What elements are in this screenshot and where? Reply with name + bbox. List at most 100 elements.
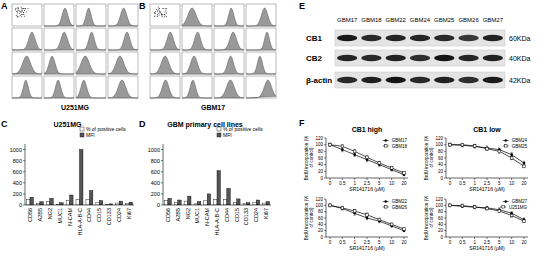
tick-label: 60 xyxy=(438,156,444,161)
error-bar xyxy=(378,218,380,221)
bar xyxy=(96,203,99,205)
flow-dot xyxy=(25,8,26,9)
y-axis xyxy=(326,199,327,237)
flow-dot xyxy=(161,14,162,15)
tick-label: 200 xyxy=(13,191,22,197)
flow-dot xyxy=(164,16,165,17)
point xyxy=(486,207,489,210)
flow-dot xyxy=(165,12,166,13)
bar-chart: GBM primary cell lines02004006008001000C… xyxy=(148,121,271,236)
point xyxy=(353,210,356,213)
category-label: A2B5 xyxy=(175,208,181,221)
tick-label: 100 xyxy=(315,142,323,147)
category-label: NG2 xyxy=(185,208,191,219)
tick-label: 0 xyxy=(440,235,443,240)
tick-label: 20 xyxy=(401,181,407,186)
error-bar xyxy=(510,214,512,218)
legend-swatch xyxy=(217,127,221,131)
error-bar xyxy=(341,206,343,209)
error-bar xyxy=(366,213,368,217)
blot-band xyxy=(337,35,357,41)
tick-label: 80 xyxy=(318,149,324,154)
point xyxy=(523,220,526,223)
bar xyxy=(30,197,33,205)
error-bar xyxy=(486,146,488,150)
tick-label: 0.5 xyxy=(459,240,466,245)
tick-label: 0 xyxy=(449,240,452,245)
tick-label: 10 xyxy=(509,240,515,245)
blot-strip xyxy=(335,30,505,46)
blot-band xyxy=(434,35,454,41)
lane-label: GBM18 xyxy=(361,17,382,23)
category-label: CD15 xyxy=(234,208,240,222)
flow-dot xyxy=(157,16,158,17)
flow-dot xyxy=(162,8,163,9)
blot: GBM17GBM18GBM22GBM24GBM25GBM26GBM27CB160… xyxy=(306,17,531,88)
chart-title: CB1 low xyxy=(473,126,501,133)
flow-dot xyxy=(27,8,28,9)
flow-dot xyxy=(17,12,18,13)
flow-histogram xyxy=(214,56,244,74)
tick-label: 40 xyxy=(438,222,444,227)
bar xyxy=(204,201,207,205)
flow-plot-frame xyxy=(108,76,138,98)
band-size: 60KDa xyxy=(509,35,531,42)
flow-dot xyxy=(161,14,162,15)
error-bar xyxy=(390,223,392,226)
bar xyxy=(197,202,200,205)
tick-label: 20 xyxy=(438,169,444,174)
legend-label: GBM17 xyxy=(392,138,408,143)
flow-dot xyxy=(25,8,26,9)
flow-plot-frame xyxy=(44,4,74,26)
bar xyxy=(89,191,92,205)
flow-plot-frame xyxy=(76,76,106,98)
flow-plot-frame xyxy=(44,52,74,74)
x-axis xyxy=(326,178,408,179)
tick-label: 20 xyxy=(318,169,324,174)
panel-label: E xyxy=(299,1,305,11)
legend-label: GBM22 xyxy=(392,199,408,204)
flow-dot xyxy=(22,14,23,15)
flow-histogram xyxy=(44,56,74,74)
point xyxy=(473,206,476,209)
error-bar xyxy=(461,143,463,146)
blot-band xyxy=(458,55,478,61)
bar xyxy=(99,201,102,205)
legend-label: GBM18 xyxy=(392,144,408,149)
bar xyxy=(237,199,240,205)
point xyxy=(486,147,489,150)
legend-marker xyxy=(502,206,504,208)
blot-band xyxy=(434,77,454,83)
y-axis xyxy=(25,144,26,205)
error-bar xyxy=(329,204,331,207)
point xyxy=(449,143,452,146)
axis-label: SR141716 (μM) xyxy=(469,186,505,192)
flow-dot xyxy=(154,16,155,17)
flow-histogram xyxy=(150,32,180,50)
error-bar xyxy=(449,204,451,207)
flow-dot xyxy=(21,14,22,15)
point xyxy=(510,153,513,156)
legend-marker xyxy=(385,139,387,141)
flow-plot-frame xyxy=(108,52,138,74)
flow-dot xyxy=(157,10,158,11)
y-axis xyxy=(446,138,447,178)
flow-histogram xyxy=(44,80,74,98)
tick-label: 1000 xyxy=(10,147,22,153)
panel-label: C xyxy=(1,119,8,129)
error-bar xyxy=(329,143,331,146)
bar xyxy=(178,200,181,205)
tick-label: 60 xyxy=(438,216,444,221)
flow-histogram xyxy=(12,32,42,50)
category-label: CD44 xyxy=(224,208,230,222)
error-bar xyxy=(523,165,525,168)
point xyxy=(366,214,369,217)
blot-band xyxy=(458,77,478,83)
error-bar xyxy=(473,145,475,148)
bar xyxy=(50,198,53,205)
blot-band xyxy=(337,55,357,61)
x-axis xyxy=(446,237,528,238)
legend-line xyxy=(503,140,509,141)
tick-label: 600 xyxy=(151,169,160,175)
flow-dot xyxy=(154,16,155,17)
